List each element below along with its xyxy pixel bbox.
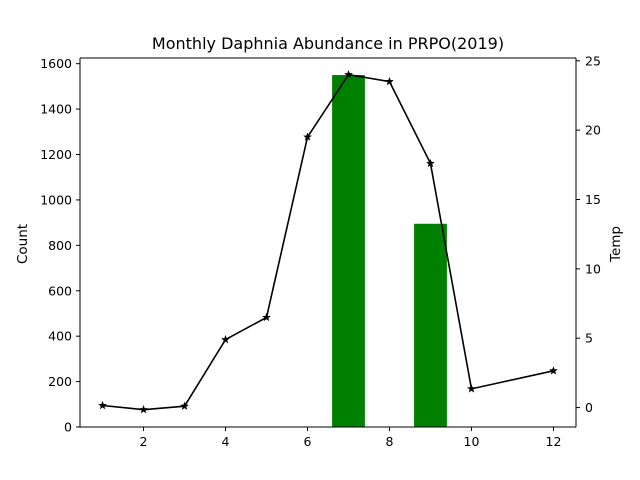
temp-marker-month-5 — [262, 312, 271, 322]
axes-layer: 2 4 6 8 10 12 0 200 400 600 800 1000 1200 1400 1600 0 5 1… — [40, 53, 601, 449]
temp-marker-month-6 — [303, 132, 312, 141]
y-tick-label-right: 15 — [585, 192, 601, 207]
temp-marker-month-9 — [426, 158, 435, 168]
temp-marker-month-12 — [549, 366, 558, 375]
y-tick-label-left: 1200 — [40, 147, 72, 162]
y-tick-label-left: 1600 — [40, 56, 72, 71]
y-tick-label-right: 20 — [585, 123, 601, 138]
y-tick-label-right: 5 — [585, 331, 593, 346]
y-tick-label-left: 1000 — [40, 192, 72, 207]
bar-month-9 — [414, 223, 447, 427]
y-tick-label-right: 10 — [585, 261, 601, 276]
y-tick-label-left: 800 — [48, 238, 72, 253]
temp-marker-month-1 — [98, 400, 107, 410]
temp-marker-month-8 — [385, 76, 394, 86]
x-tick-label: 10 — [464, 434, 480, 449]
chart-title: Monthly Daphnia Abundance in PRPO(2019) — [152, 34, 504, 53]
x-tick-label: 12 — [546, 434, 562, 449]
bars-layer — [332, 75, 447, 428]
temp-marker-month-3 — [180, 401, 189, 410]
line-layer — [98, 70, 558, 414]
y-axis-label-right: Temp — [608, 226, 624, 263]
x-tick-label: 4 — [222, 434, 230, 449]
temp-marker-month-10 — [467, 384, 476, 393]
x-tick-label: 8 — [386, 434, 394, 449]
y-tick-label-left: 600 — [48, 283, 72, 298]
temp-marker-month-7 — [344, 70, 353, 79]
y-tick-label-left: 400 — [48, 329, 72, 344]
y-tick-label-right: 0 — [585, 400, 593, 415]
y-tick-label-left: 200 — [48, 374, 72, 389]
y-tick-label-left: 0 — [64, 420, 72, 435]
x-tick-label: 6 — [304, 434, 312, 449]
y-axis-label-left: Count — [15, 224, 31, 264]
y-tick-label-left: 1400 — [40, 102, 72, 117]
temp-marker-month-4 — [221, 335, 230, 344]
y-tick-label-right: 25 — [585, 53, 601, 68]
x-tick-label: 2 — [140, 434, 148, 449]
temp-marker-month-2 — [139, 405, 148, 414]
temp-line — [102, 73, 554, 411]
bar-month-7 — [332, 75, 365, 428]
